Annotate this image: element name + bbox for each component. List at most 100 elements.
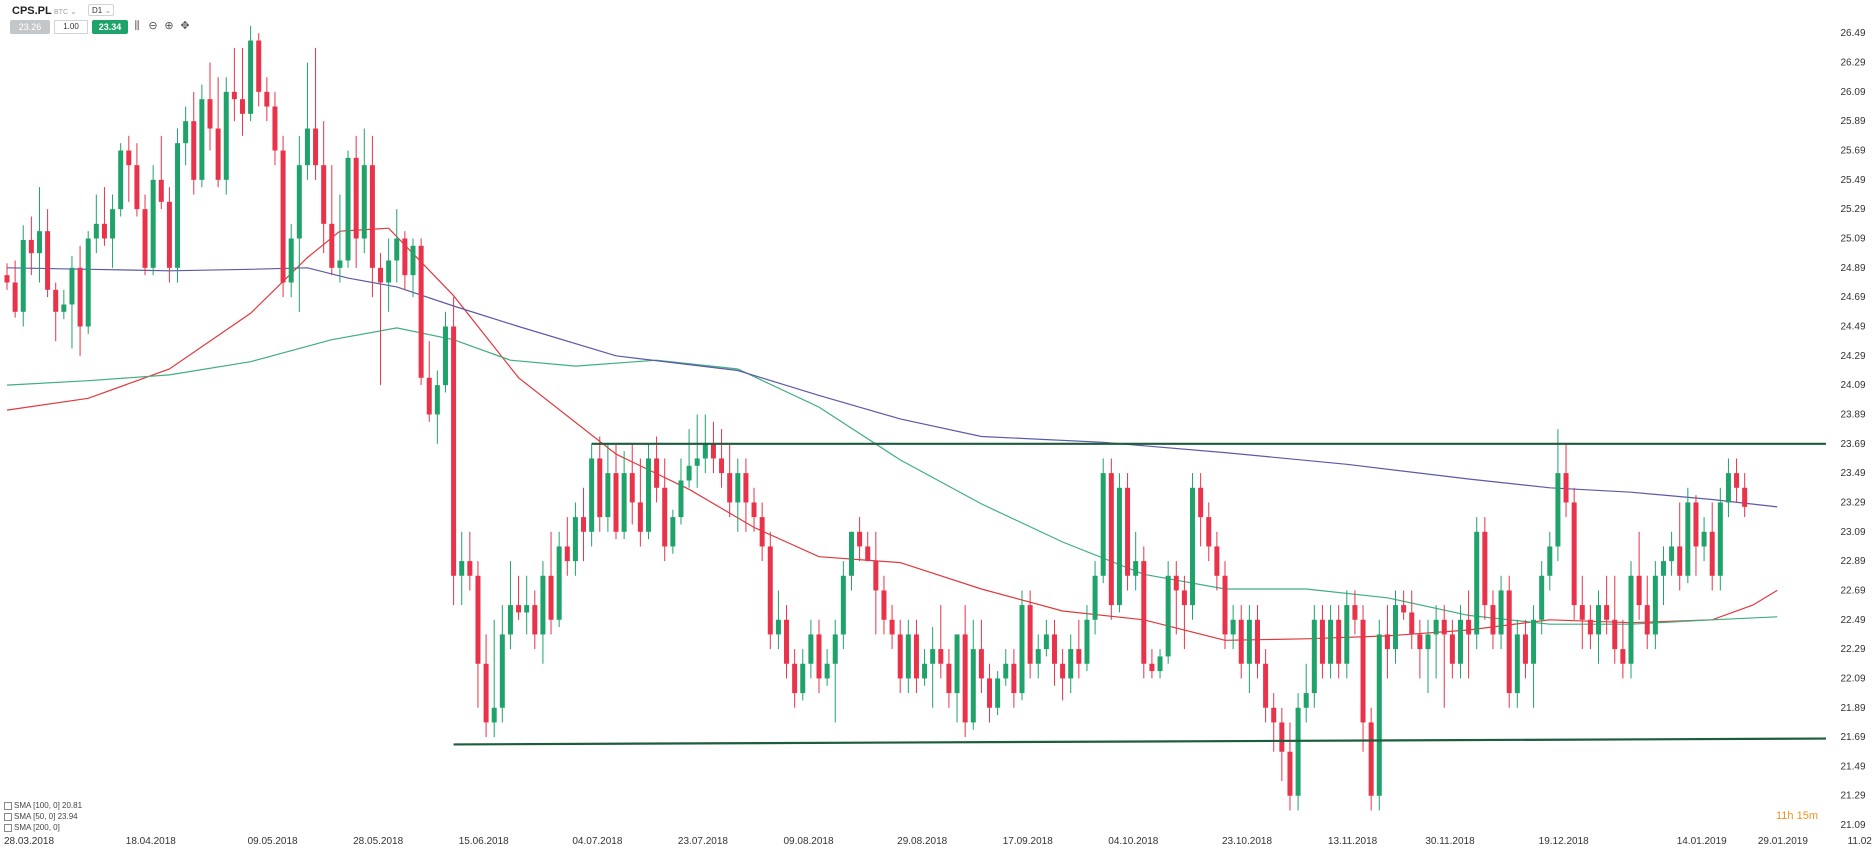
candle-body[interactable] (28, 239, 34, 254)
candle-body[interactable] (654, 458, 660, 488)
candle-body[interactable] (1612, 619, 1618, 650)
candle-body[interactable] (118, 150, 124, 210)
candle-body[interactable] (329, 223, 335, 268)
candle-body[interactable] (1108, 473, 1114, 606)
candle-body[interactable] (694, 458, 700, 466)
candle-body[interactable] (85, 238, 91, 327)
candle-body[interactable] (1368, 722, 1374, 796)
candle-body[interactable] (1230, 619, 1236, 635)
candle-body[interactable] (524, 605, 530, 613)
candle-body[interactable] (1352, 605, 1358, 620)
candle-body[interactable] (645, 458, 651, 532)
candle-body[interactable] (1003, 663, 1009, 679)
legend-item-sma200[interactable]: SMA [200, 0] (4, 822, 82, 833)
candle-body[interactable] (199, 99, 205, 180)
candle-body[interactable] (1417, 634, 1423, 650)
candle-body[interactable] (1506, 590, 1512, 694)
settings-icon[interactable] (4, 823, 12, 832)
candle-body[interactable] (743, 473, 749, 503)
candle-body[interactable] (1043, 634, 1049, 650)
candle-body[interactable] (1441, 619, 1447, 635)
candle-body[interactable] (150, 179, 156, 268)
zoom-in-icon[interactable]: ⊕ (164, 20, 174, 32)
buy-button[interactable]: 23.34 (92, 20, 128, 34)
candle-body[interactable] (913, 634, 919, 679)
candle-body[interactable] (857, 531, 863, 547)
legend-item-sma50[interactable]: SMA [50, 0] 23.94 (4, 811, 82, 822)
candle-body[interactable] (1547, 546, 1553, 576)
candle-body[interactable] (1149, 663, 1155, 672)
candle-body[interactable] (475, 575, 481, 664)
candle-body[interactable] (61, 304, 67, 312)
candle-body[interactable] (1035, 649, 1041, 664)
candle-body[interactable] (873, 561, 879, 591)
candle-body[interactable] (710, 443, 716, 459)
candle-body[interactable] (1263, 663, 1269, 708)
candle-body[interactable] (556, 546, 562, 620)
candle-body[interactable] (1457, 619, 1463, 664)
volume-input[interactable]: 1.00 (54, 20, 88, 34)
candle-body[interactable] (970, 649, 976, 723)
candle-body[interactable] (735, 473, 741, 503)
candle-body[interactable] (1068, 649, 1074, 679)
candle-body[interactable] (767, 546, 773, 635)
candle-body[interactable] (1360, 619, 1366, 723)
candle-body[interactable] (507, 605, 513, 635)
candle-body[interactable] (402, 238, 408, 276)
candle-body[interactable] (946, 663, 952, 694)
candle-body[interactable] (175, 143, 181, 268)
candle-body[interactable] (1206, 517, 1212, 547)
candle-body[interactable] (426, 377, 432, 415)
candle-body[interactable] (1498, 590, 1504, 635)
candle-body[interactable] (1222, 575, 1228, 635)
candle-body[interactable] (353, 157, 359, 239)
candle-body[interactable] (848, 531, 854, 576)
candle-body[interactable] (1677, 546, 1683, 576)
candle-body[interactable] (1660, 561, 1666, 576)
candle-body[interactable] (1384, 634, 1390, 650)
candle-body[interactable] (1238, 619, 1244, 664)
timeframe-select[interactable]: D1 ⌄ (88, 4, 114, 16)
support-trendline[interactable] (453, 737, 1827, 746)
zoom-out-icon[interactable]: ⊖ (148, 20, 158, 32)
candle-body[interactable] (1295, 707, 1301, 796)
candle-body[interactable] (978, 649, 984, 679)
candle-body[interactable] (337, 260, 343, 268)
candle-body[interactable] (231, 91, 237, 100)
candle-body[interactable] (1157, 656, 1163, 672)
candle-body[interactable] (1628, 575, 1634, 664)
candle-body[interactable] (345, 157, 351, 261)
candle-body[interactable] (280, 150, 286, 283)
candle-body[interactable] (548, 575, 554, 620)
candle-body[interactable] (532, 605, 538, 635)
candle-body[interactable] (1669, 546, 1675, 562)
candle-body[interactable] (93, 223, 99, 239)
candle-body[interactable] (1173, 575, 1179, 591)
candle-body[interactable] (987, 678, 993, 708)
candle-body[interactable] (1051, 634, 1057, 664)
candle-body[interactable] (1620, 649, 1626, 664)
candle-body[interactable] (110, 209, 116, 239)
candle-body[interactable] (840, 575, 846, 635)
candle-body[interactable] (1165, 575, 1171, 657)
candle-body[interactable] (1725, 473, 1731, 503)
chevron-down-icon[interactable]: ⌄ (69, 7, 77, 16)
candle-body[interactable] (670, 517, 676, 547)
symbol-label[interactable]: CPS.PL (12, 5, 52, 17)
settings-icon[interactable] (4, 801, 12, 810)
candle-body[interactable] (451, 326, 457, 576)
candle-body[interactable] (53, 289, 59, 312)
candle-body[interactable] (394, 238, 400, 261)
candle-body[interactable] (1376, 634, 1382, 796)
candle-body[interactable] (4, 275, 10, 283)
candle-body[interactable] (1303, 693, 1309, 708)
candle-body[interactable] (1011, 663, 1017, 694)
candle-body[interactable] (572, 517, 578, 562)
legend-item-sma100[interactable]: SMA [100, 0] 20.81 (4, 800, 82, 811)
sell-button[interactable]: 23.26 (10, 20, 50, 34)
candle-body[interactable] (1271, 707, 1277, 723)
candle-body[interactable] (158, 179, 164, 202)
candle-body[interactable] (1092, 575, 1098, 620)
candle-body[interactable] (922, 663, 928, 679)
candle-body[interactable] (296, 165, 302, 239)
